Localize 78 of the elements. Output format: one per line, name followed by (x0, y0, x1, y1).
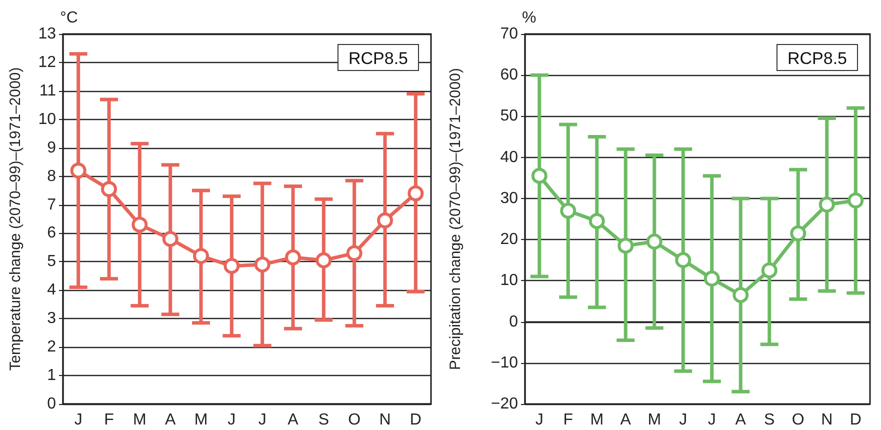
x-tick-label: N (379, 412, 391, 428)
point (224, 258, 240, 274)
point (316, 252, 332, 268)
point (193, 248, 209, 264)
text: °C (60, 10, 78, 26)
x-tick-label: J (258, 412, 266, 428)
point (588, 213, 605, 230)
y-tick-label: 5 (47, 253, 56, 270)
x-tick-label: D (850, 412, 862, 428)
annotation: RCP8.5 (348, 49, 408, 68)
x-tick-label: M (194, 412, 208, 428)
y-tick-label: 12 (38, 54, 56, 71)
y-tick-label: 10 (500, 272, 518, 290)
y-tick-label: 8 (47, 168, 56, 185)
point (704, 270, 720, 287)
point (132, 216, 148, 233)
x-tick-label: J (74, 412, 82, 428)
x-tick-label: N (821, 412, 833, 428)
x-tick-label: M (590, 412, 604, 428)
point (285, 249, 301, 266)
x-tick-label: A (735, 412, 746, 428)
y-tick-label: 60 (500, 66, 518, 84)
x-tick-label: O (792, 412, 804, 428)
point (646, 234, 662, 250)
point (732, 287, 749, 304)
point (675, 252, 692, 268)
x-tick-label: M (648, 412, 662, 428)
text: % (522, 10, 536, 26)
x-tick-label: A (164, 412, 176, 428)
point (790, 225, 806, 242)
y-tick-label: 2 (47, 338, 56, 356)
x-tick-label: S (764, 412, 775, 428)
y-tick-label: 10 (38, 110, 56, 128)
x-tick-label: A (620, 412, 632, 428)
y-axis-title: Temperature change (2070–99)–(1971–2000) (7, 67, 24, 371)
y-tick-label: −10 (490, 354, 518, 372)
point (848, 192, 864, 208)
y-tick-label: 13 (38, 26, 56, 42)
y-tick-label: −20 (490, 396, 518, 412)
x-tick-label: J (708, 412, 716, 428)
point (377, 212, 393, 228)
annotation: RCP8.5 (787, 49, 848, 68)
y-tick-label: 40 (500, 148, 518, 166)
y-tick-label: 3 (47, 310, 56, 328)
x-tick-label: J (679, 412, 688, 428)
point (818, 196, 835, 213)
y-tick-label: 70 (500, 26, 518, 42)
x-tick-label: J (535, 412, 544, 428)
point (618, 238, 634, 254)
x-tick-label: F (563, 412, 574, 428)
y-tick-label: 7 (47, 196, 56, 214)
x-tick-label: M (133, 412, 146, 428)
point (531, 168, 548, 184)
y-tick-label: 0 (509, 313, 518, 330)
x-tick-label: A (288, 412, 299, 428)
y-tick-label: 1 (47, 367, 56, 384)
y-tick-label: 30 (500, 190, 518, 207)
y-tick-label: 9 (47, 139, 56, 156)
point (254, 256, 270, 273)
y-tick-label: 0 (47, 396, 56, 412)
y-tick-label: 4 (47, 282, 56, 299)
x-tick-label: O (348, 412, 361, 428)
y-tick-label: 11 (39, 82, 56, 100)
y-tick-label: 20 (500, 231, 518, 248)
x-tick-label: D (410, 412, 422, 428)
point (761, 262, 778, 278)
x-tick-label: J (228, 412, 236, 428)
point (346, 245, 362, 262)
point (560, 202, 576, 219)
x-tick-label: F (104, 412, 114, 428)
point (101, 181, 117, 198)
y-tick-label: 6 (47, 224, 56, 242)
point (162, 230, 178, 247)
y-tick-label: 50 (500, 108, 518, 125)
x-tick-label: S (318, 412, 330, 428)
point (70, 162, 86, 179)
point (408, 185, 424, 202)
y-axis-title: Precipitation change (2070–99)–(1971–2000) (447, 68, 464, 370)
